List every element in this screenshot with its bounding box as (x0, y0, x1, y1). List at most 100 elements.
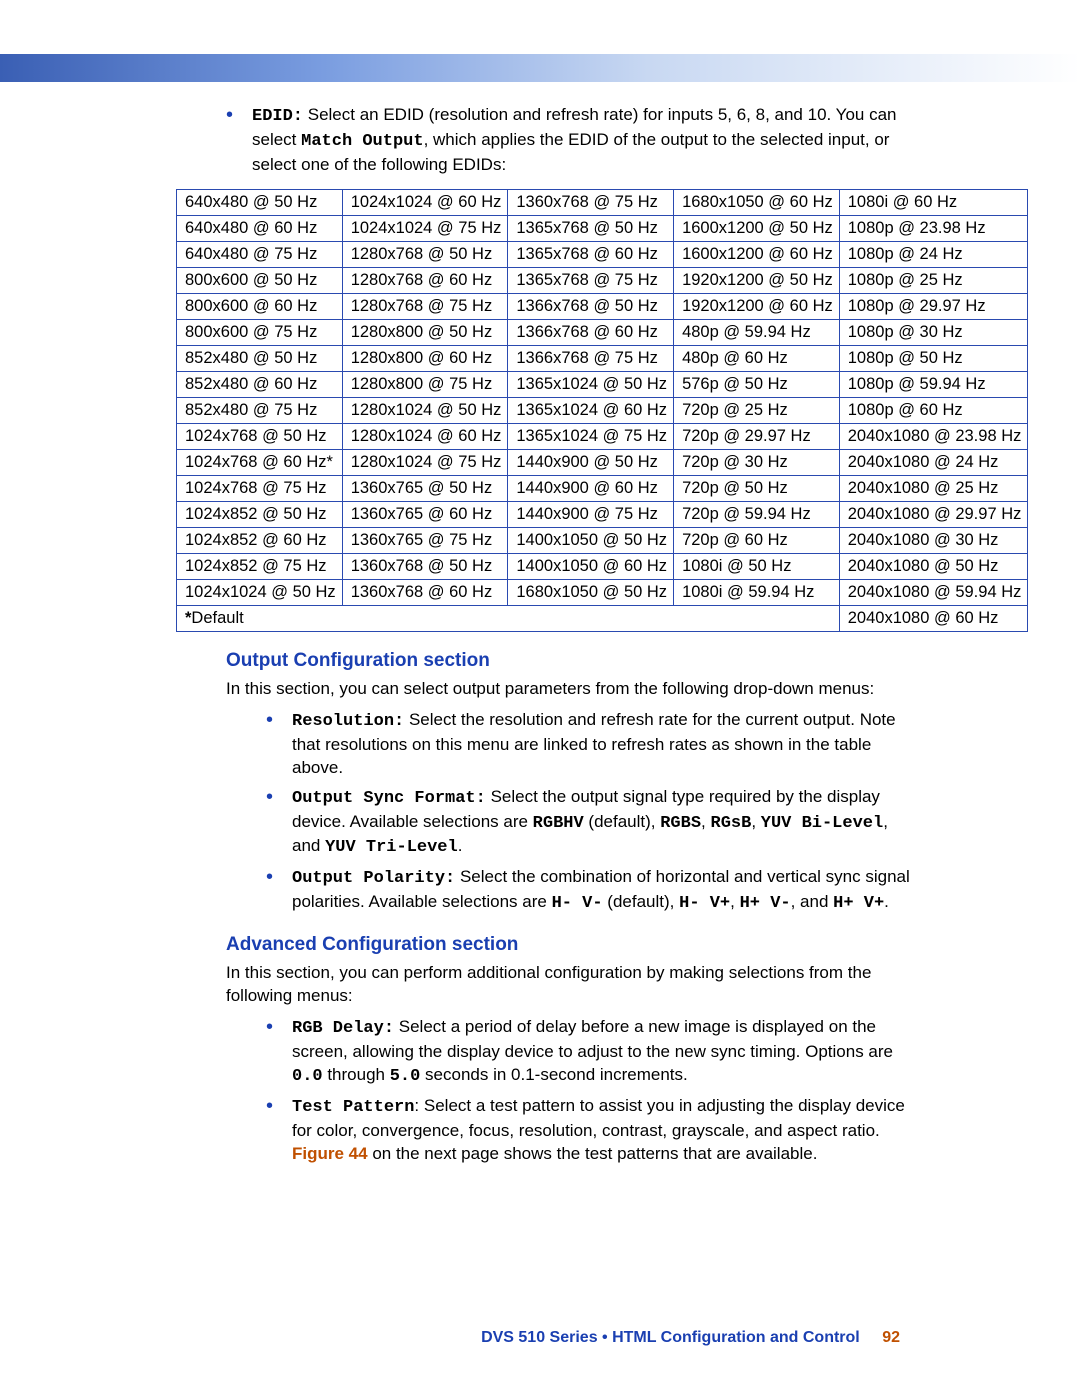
table-cell: 1280x1024 @ 75 Hz (342, 449, 508, 475)
rgb-delay-val2: 5.0 (390, 1067, 421, 1086)
output-config-bullets: Resolution: Select the resolution and re… (266, 709, 911, 917)
table-cell: 1365x768 @ 60 Hz (508, 241, 674, 267)
table-cell: 1024x852 @ 50 Hz (177, 501, 343, 527)
pol-sep1: (default), (603, 892, 680, 911)
table-row: 852x480 @ 60 Hz1280x800 @ 75 Hz1365x1024… (177, 371, 1028, 397)
opt-sep1: (default), (584, 812, 661, 831)
output-resolution-label: Resolution: (292, 712, 404, 731)
pol-sep4: . (884, 892, 889, 911)
table-cell: 1024x852 @ 60 Hz (177, 527, 343, 553)
table-cell: 1920x1200 @ 50 Hz (674, 267, 840, 293)
table-cell: 1024x768 @ 75 Hz (177, 475, 343, 501)
table-cell: 1360x765 @ 75 Hz (342, 527, 508, 553)
table-cell: 1366x768 @ 60 Hz (508, 319, 674, 345)
table-cell: 1080p @ 24 Hz (839, 241, 1028, 267)
table-cell: 720p @ 30 Hz (674, 449, 840, 475)
table-cell: 1365x768 @ 50 Hz (508, 215, 674, 241)
table-cell: 1080p @ 23.98 Hz (839, 215, 1028, 241)
opt-sep2: , (701, 812, 710, 831)
table-cell: 1600x1200 @ 50 Hz (674, 215, 840, 241)
pol-opt1: H- V- (552, 894, 603, 913)
table-cell: 1024x852 @ 75 Hz (177, 553, 343, 579)
table-cell: 1365x1024 @ 50 Hz (508, 371, 674, 397)
table-cell: 1440x900 @ 50 Hz (508, 449, 674, 475)
table-cell: 1080i @ 60 Hz (839, 189, 1028, 215)
table-cell: 1024x1024 @ 60 Hz (342, 189, 508, 215)
table-cell: 1280x800 @ 75 Hz (342, 371, 508, 397)
table-cell: 2040x1080 @ 25 Hz (839, 475, 1028, 501)
table-cell: 576p @ 50 Hz (674, 371, 840, 397)
table-cell: 1080p @ 25 Hz (839, 267, 1028, 293)
edid-match-output: Match Output (301, 132, 423, 151)
test-pattern-bullet: Test Pattern: Select a test pattern to a… (266, 1095, 911, 1166)
pol-opt3: H+ V- (740, 894, 791, 913)
table-row: 800x600 @ 50 Hz1280x768 @ 60 Hz1365x768 … (177, 267, 1028, 293)
table-cell: 800x600 @ 75 Hz (177, 319, 343, 345)
table-row: 1024x768 @ 75 Hz1360x765 @ 50 Hz1440x900… (177, 475, 1028, 501)
table-cell: 852x480 @ 50 Hz (177, 345, 343, 371)
table-cell: 1440x900 @ 60 Hz (508, 475, 674, 501)
table-row: 1024x1024 @ 50 Hz1360x768 @ 60 Hz1680x10… (177, 579, 1028, 605)
table-cell: 1280x1024 @ 50 Hz (342, 397, 508, 423)
pol-opt2: H- V+ (679, 894, 730, 913)
pol-opt4: H+ V+ (833, 894, 884, 913)
table-cell: 1366x768 @ 50 Hz (508, 293, 674, 319)
table-cell: 1365x1024 @ 60 Hz (508, 397, 674, 423)
rgb-delay-body-b: seconds in 0.1-second increments. (420, 1065, 687, 1084)
table-cell: 1280x1024 @ 60 Hz (342, 423, 508, 449)
table-cell: 1080p @ 60 Hz (839, 397, 1028, 423)
table-cell: 1360x765 @ 60 Hz (342, 501, 508, 527)
table-cell: 2040x1080 @ 59.94 Hz (839, 579, 1028, 605)
output-sync-format-bullet: Output Sync Format: Select the output si… (266, 786, 911, 861)
table-cell: 1080i @ 50 Hz (674, 553, 840, 579)
table-footer-row: *Default2040x1080 @ 60 Hz (177, 605, 1028, 631)
output-polarity-label: Output Polarity: (292, 869, 455, 888)
test-pattern-label: Test Pattern (292, 1098, 414, 1117)
table-row: 640x480 @ 60 Hz1024x1024 @ 75 Hz1365x768… (177, 215, 1028, 241)
opt-sep5: . (458, 836, 463, 855)
table-cell: 1360x768 @ 75 Hz (508, 189, 674, 215)
footer-text: DVS 510 Series • HTML Configuration and … (481, 1329, 860, 1346)
table-cell: 1280x768 @ 50 Hz (342, 241, 508, 267)
table-cell: 640x480 @ 50 Hz (177, 189, 343, 215)
page-content: EDID: Select an EDID (resolution and ref… (186, 104, 911, 1178)
table-row: 852x480 @ 50 Hz1280x800 @ 60 Hz1366x768 … (177, 345, 1028, 371)
table-cell: 1024x768 @ 50 Hz (177, 423, 343, 449)
table-cell: 1680x1050 @ 60 Hz (674, 189, 840, 215)
table-cell: 852x480 @ 60 Hz (177, 371, 343, 397)
table-cell: 1024x1024 @ 75 Hz (342, 215, 508, 241)
table-cell: 852x480 @ 75 Hz (177, 397, 343, 423)
table-cell: 2040x1080 @ 50 Hz (839, 553, 1028, 579)
test-pattern-body-b: on the next page shows the test patterns… (368, 1144, 818, 1163)
table-cell: 1080p @ 50 Hz (839, 345, 1028, 371)
table-row: 1024x768 @ 50 Hz1280x1024 @ 60 Hz1365x10… (177, 423, 1028, 449)
header-gradient-band (0, 54, 1080, 82)
output-resolution-bullet: Resolution: Select the resolution and re… (266, 709, 911, 780)
table-row: 852x480 @ 75 Hz1280x1024 @ 50 Hz1365x102… (177, 397, 1028, 423)
table-cell: 1280x768 @ 75 Hz (342, 293, 508, 319)
pol-sep2: , (730, 892, 739, 911)
table-cell: 1400x1050 @ 60 Hz (508, 553, 674, 579)
table-cell: 1365x768 @ 75 Hz (508, 267, 674, 293)
table-cell: 1024x768 @ 60 Hz* (177, 449, 343, 475)
output-config-heading: Output Configuration section (226, 650, 911, 672)
default-note: *Default (177, 605, 840, 631)
table-row: 800x600 @ 75 Hz1280x800 @ 50 Hz1366x768 … (177, 319, 1028, 345)
table-cell: 640x480 @ 60 Hz (177, 215, 343, 241)
opt-rgbs: RGBS (660, 814, 701, 833)
table-cell: 2040x1080 @ 24 Hz (839, 449, 1028, 475)
rgb-delay-label: RGB Delay: (292, 1019, 394, 1038)
table-row: 800x600 @ 60 Hz1280x768 @ 75 Hz1366x768 … (177, 293, 1028, 319)
table-cell: 1365x1024 @ 75 Hz (508, 423, 674, 449)
table-cell: 720p @ 29.97 Hz (674, 423, 840, 449)
output-sync-label: Output Sync Format: (292, 789, 486, 808)
edid-intro-bullet: EDID: Select an EDID (resolution and ref… (226, 104, 911, 177)
table-row: 1024x852 @ 75 Hz1360x768 @ 50 Hz1400x105… (177, 553, 1028, 579)
table-cell: 720p @ 60 Hz (674, 527, 840, 553)
rgb-delay-val1: 0.0 (292, 1067, 323, 1086)
advanced-config-heading: Advanced Configuration section (226, 934, 911, 956)
pol-sep3: , and (791, 892, 834, 911)
opt-rgbhv: RGBHV (533, 814, 584, 833)
table-cell: 1080p @ 29.97 Hz (839, 293, 1028, 319)
output-config-intro: In this section, you can select output p… (226, 678, 911, 701)
